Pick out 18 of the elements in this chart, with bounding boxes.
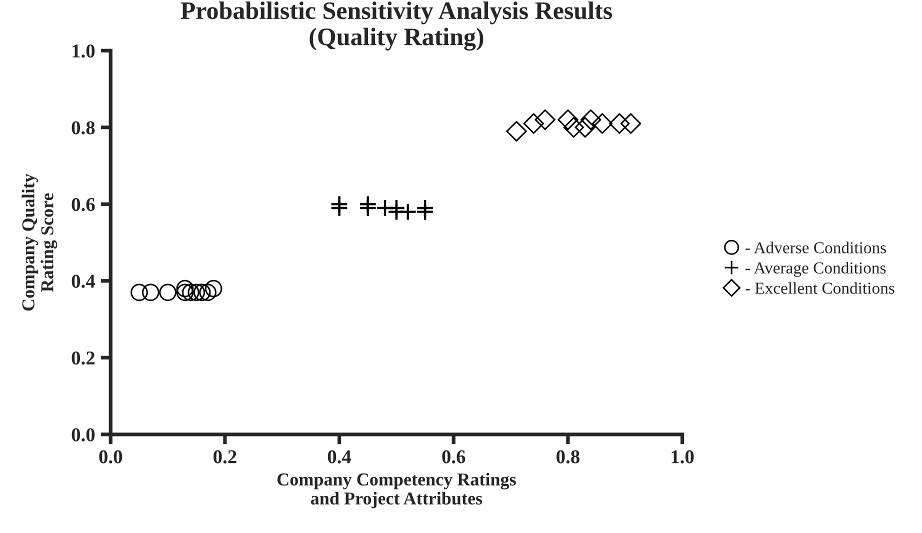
legend-label: - Average Conditions [746,262,886,278]
y-tick-label: 1.0 [72,44,95,58]
x-tick-label: 0.2 [214,450,236,464]
y-tick-label: 0.2 [72,351,95,365]
chart-title: Probabilistic Sensitivity Analysis Results (Quality Rating) [180,2,612,51]
x-tick-label: 0.8 [556,450,580,464]
y-tick-label: 0.0 [72,428,95,442]
x-tick-label: 0.0 [99,450,122,464]
legend-label: - Excellent Conditions [746,282,894,294]
y-tick-label: 0.6 [72,198,95,212]
y-tick-label: 0.4 [72,274,95,288]
x-tick-label: 0.6 [442,450,466,464]
x-tick-label: 1.0 [672,450,694,464]
y-axis-title: Company Quality Rating Score [22,174,58,311]
legend-label: - Adverse Conditions [746,242,886,254]
y-tick-label: 0.8 [72,121,95,134]
x-tick-label: 0.4 [328,450,352,464]
x-axis-title: Company Competency Ratings and Project Attributes [277,472,516,508]
